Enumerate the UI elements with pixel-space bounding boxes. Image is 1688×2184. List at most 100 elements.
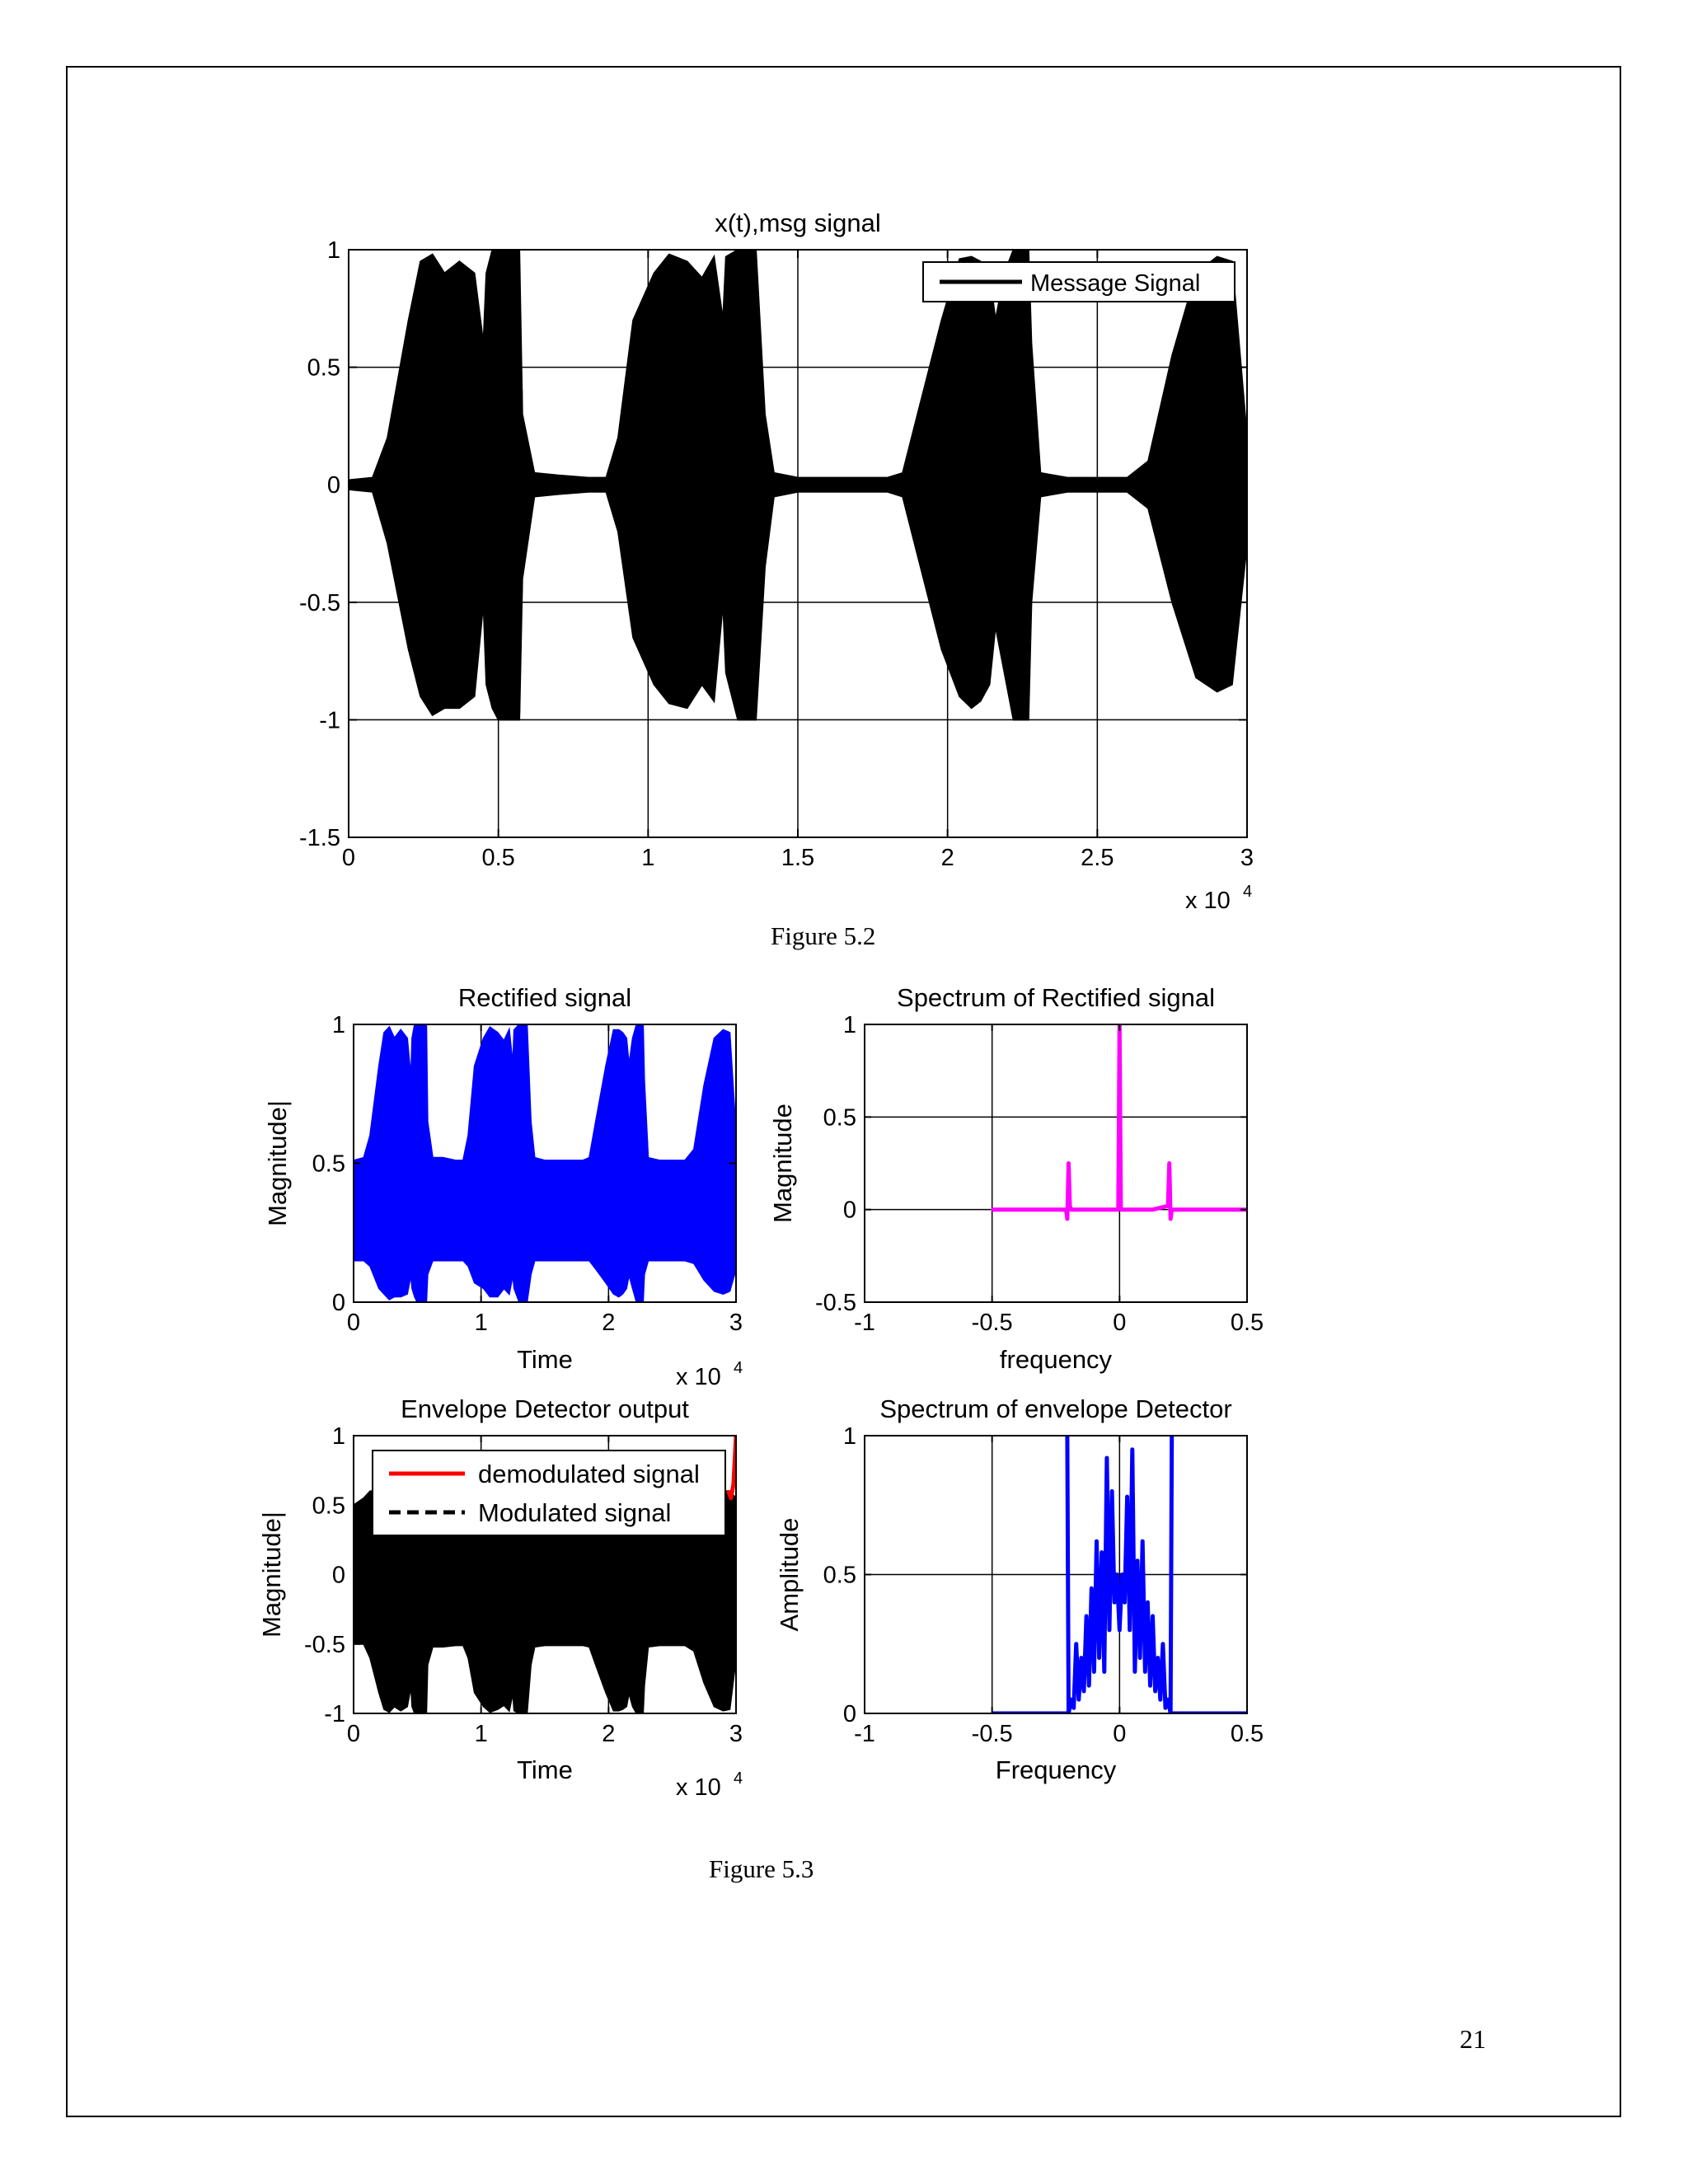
- series-1-point: [1128, 1629, 1132, 1632]
- chart-title: x(t),msg signal: [715, 209, 881, 237]
- series-1-point: [1148, 1684, 1151, 1687]
- series-1-point: [1119, 1208, 1123, 1212]
- series-1-point: [1108, 1629, 1111, 1632]
- y-tick-label: -0.5: [299, 590, 340, 616]
- x-tick-label: 0: [347, 1721, 360, 1747]
- figure-5-2-caption: Figure 5.2: [771, 921, 876, 950]
- series-1-point: [1100, 1551, 1104, 1554]
- x-exponent-label: x 10: [676, 1364, 721, 1390]
- x-tick-label: 2: [602, 1310, 615, 1336]
- chart-title: Spectrum of envelope Detector: [879, 1394, 1231, 1423]
- y-tick-label: -0.5: [815, 1290, 856, 1316]
- series-1-point: [1092, 1670, 1095, 1673]
- series-1-point: [991, 1208, 994, 1212]
- series-1-point: [1103, 1670, 1106, 1673]
- y-tick-label: 0: [327, 472, 340, 499]
- x-tick-label: 0.5: [482, 845, 515, 871]
- series-1-point: [1120, 1573, 1123, 1576]
- chart-env: 0 1 2 3 -1 -0.5 0 0.5 1 Envelope Detector output T…: [257, 1394, 743, 1801]
- series-1-point: [1066, 1217, 1069, 1221]
- series-demodulated-signal-point: [729, 1497, 733, 1500]
- series-group: [354, 1024, 736, 1302]
- x-tick-label: 3: [729, 1310, 743, 1336]
- series-group: [991, 1024, 1247, 1221]
- x-tick-label: 0.5: [1231, 1310, 1264, 1336]
- x-axis-label: frequency: [1000, 1345, 1113, 1374]
- x-axis-label: Frequency: [996, 1755, 1117, 1784]
- y-tick-label: 0: [843, 1197, 856, 1224]
- series-1-point: [1118, 1629, 1121, 1632]
- series-1-point: [1077, 1698, 1081, 1701]
- series-1-point: [1117, 1208, 1120, 1212]
- series-1-point: [1115, 1573, 1118, 1576]
- x-tick-label: 0: [347, 1310, 360, 1336]
- series-1-point: [1156, 1657, 1160, 1660]
- series-1-point: [1070, 1208, 1073, 1212]
- x-tick-label: -1: [854, 1721, 875, 1747]
- series-1-point: [1070, 1698, 1073, 1701]
- y-tick-label: 0: [332, 1563, 345, 1589]
- series-1-point: [1154, 1690, 1157, 1693]
- series-message-signal-texture: [349, 250, 1247, 718]
- x-exponent-label: x 10: [676, 1774, 721, 1801]
- series-1-point: [1136, 1559, 1139, 1563]
- series-1-point: [1159, 1698, 1162, 1701]
- x-tick-label: 3: [729, 1721, 743, 1747]
- chart-envspec: -1 -0.5 0 0.5 0 0.5 1 Spectrum of envelope Dete…: [775, 1394, 1264, 1784]
- y-tick-label: 1: [332, 1423, 345, 1450]
- series-1-point: [1072, 1706, 1076, 1709]
- y-axis-label: Amplitude: [775, 1518, 804, 1632]
- chart-title: Rectified signal: [458, 983, 631, 1012]
- y-axis-label: Magnitude: [768, 1104, 797, 1223]
- y-tick-label: 0.5: [307, 355, 340, 382]
- x-axis-label: Time: [517, 1755, 573, 1784]
- x-tick-label: 0: [1113, 1721, 1126, 1747]
- series-1-point: [1164, 1706, 1167, 1709]
- page-border: [66, 66, 1621, 2117]
- series-1-point: [1138, 1657, 1142, 1660]
- series-demodulated-signal-point: [732, 1483, 735, 1486]
- series-1-point: [1170, 1208, 1174, 1212]
- x-tick-label: 2: [941, 845, 954, 871]
- x-exponent-power: 4: [734, 1359, 743, 1377]
- series-1-point: [1087, 1684, 1090, 1687]
- y-tick-label: 0: [332, 1290, 345, 1316]
- series-1-point: [1166, 1204, 1170, 1207]
- x-tick-label: 2: [602, 1721, 615, 1747]
- y-tick-label: -0.5: [304, 1632, 345, 1658]
- series-1-texture: [354, 1024, 736, 1301]
- chart-title: Envelope Detector output: [401, 1394, 689, 1423]
- y-tick-label: 0.5: [312, 1151, 345, 1178]
- x-axis-label: Time: [517, 1345, 573, 1374]
- x-tick-label: -1: [854, 1310, 875, 1336]
- y-tick-label: 0.5: [823, 1104, 856, 1131]
- x-tick-label: -0.5: [972, 1310, 1013, 1336]
- series-1-point: [1098, 1657, 1101, 1660]
- series-1-point: [1095, 1540, 1098, 1543]
- chart-rect: 0 1 2 3 0 0.5 1 Rectified signal Time Magnitude| x…: [263, 983, 743, 1390]
- plot-area: [865, 1024, 1247, 1302]
- series-1-point: [1067, 1162, 1070, 1165]
- series-1-point: [1105, 1456, 1109, 1460]
- x-tick-label: 0: [342, 845, 355, 871]
- x-tick-label: 1: [641, 845, 654, 871]
- y-tick-label: 1: [327, 237, 340, 264]
- x-tick-label: 1: [475, 1310, 488, 1336]
- series-1-point: [1166, 1698, 1170, 1701]
- series-1-point: [1110, 1489, 1114, 1493]
- series-1-point: [1080, 1208, 1083, 1212]
- page-number: 21: [1460, 2024, 1486, 2054]
- y-tick-label: 1: [843, 1423, 856, 1450]
- series-demodulated-signal-line: [726, 1436, 736, 1501]
- y-axis-label: Magnitude|: [263, 1100, 292, 1226]
- y-axis-label: Magnitude|: [257, 1511, 286, 1638]
- series-1-point: [1131, 1448, 1134, 1451]
- x-tick-label: 0.5: [1231, 1721, 1264, 1747]
- series-1-point: [1151, 1208, 1155, 1212]
- series-1-point: [1126, 1495, 1129, 1498]
- series-1-point: [1168, 1162, 1171, 1165]
- series-1-point: [1143, 1670, 1146, 1673]
- x-exponent-label: x 10: [1185, 888, 1231, 914]
